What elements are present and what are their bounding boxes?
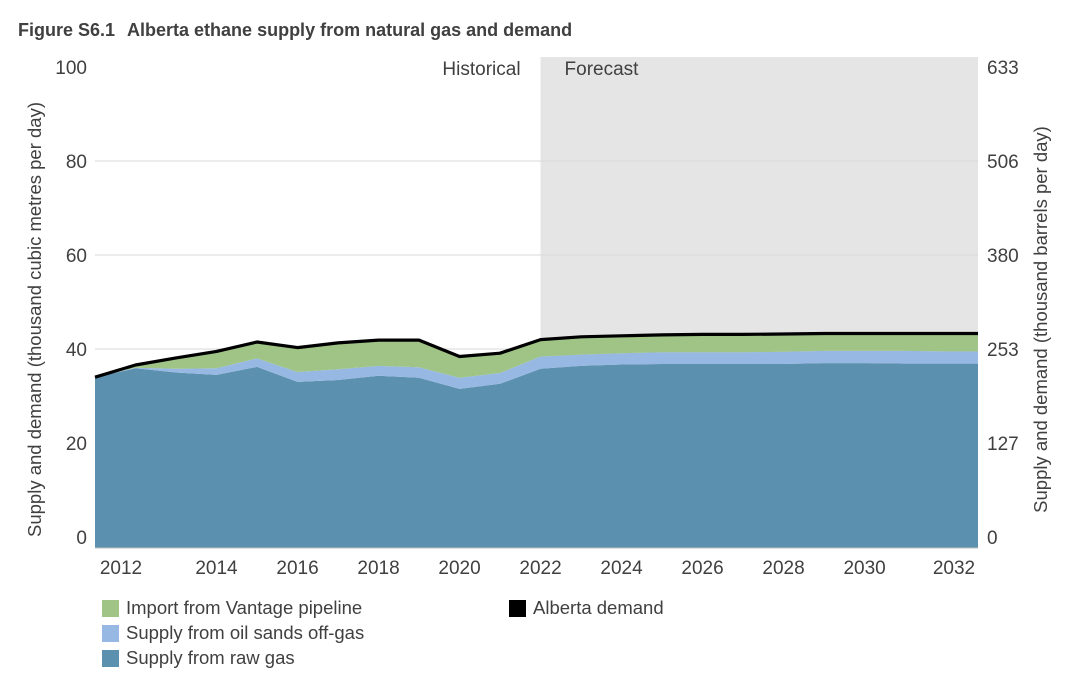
area-series-layer [95, 333, 978, 548]
x-tick-2032: 2032 [933, 558, 975, 579]
x-tick-2030: 2030 [843, 558, 885, 579]
legend-item-raw-gas: Supply from raw gas [102, 647, 295, 669]
x-tick-2016: 2016 [276, 558, 318, 579]
x-tick-2020: 2020 [438, 558, 480, 579]
y-tick-right-506: 506 [987, 152, 1019, 173]
figure-title: Figure S6.1 Alberta ethane supply from na… [18, 20, 572, 41]
y-axis-title-right: Supply and demand (thousand barrels per … [1030, 126, 1051, 513]
x-tick-2024: 2024 [600, 558, 643, 579]
legend-swatch-demand [509, 599, 526, 617]
x-tick-2018: 2018 [357, 558, 399, 579]
series-line-alberta-demand [94, 331, 978, 379]
legend-item-vantage: Import from Vantage pipeline [102, 597, 362, 619]
legend-label-raw-gas: Supply from raw gas [126, 647, 295, 668]
legend-label-vantage: Import from Vantage pipeline [126, 597, 363, 618]
region-label-forecast: Forecast [565, 59, 640, 80]
x-tick-2014: 2014 [195, 558, 238, 579]
legend-item-demand: Alberta demand [509, 597, 664, 619]
figure-label: Figure S6.1 [18, 20, 116, 40]
legend-label-demand: Alberta demand [533, 597, 664, 618]
x-tick-2022: 2022 [519, 558, 561, 579]
y-tick-left-60: 60 [66, 246, 87, 267]
area-oil-sands [95, 350, 978, 389]
axes: Historical Forecast 100 80 60 40 20 0 633 506 380 2… [24, 58, 1051, 579]
y-tick-right-0: 0 [987, 528, 998, 549]
area-raw-gas [95, 363, 978, 548]
x-tick-2012: 2012 [100, 558, 142, 579]
y-tick-right-380: 380 [987, 246, 1019, 267]
legend-label-oil-sands: Supply from oil sands off-gas [126, 622, 365, 643]
y-tick-left-20: 20 [66, 434, 87, 455]
y-tick-left-80: 80 [66, 152, 87, 173]
x-tick-2026: 2026 [681, 558, 723, 579]
legend-swatch-raw-gas [102, 649, 119, 667]
legend-swatch-vantage [102, 599, 119, 617]
y-tick-right-633: 633 [987, 58, 1019, 79]
figure-title-text: Alberta ethane supply from natural gas a… [127, 20, 573, 40]
y-tick-left-100: 100 [55, 58, 87, 79]
legend-item-oil-sands: Supply from oil sands off-gas [102, 622, 364, 644]
y-tick-left-0: 0 [76, 528, 87, 549]
y-axis-title-left: Supply and demand (thousand cubic metres… [24, 102, 45, 537]
region-label-historical: Historical [442, 59, 520, 80]
x-tick-2028: 2028 [762, 558, 804, 579]
y-tick-left-40: 40 [66, 340, 87, 361]
legend-swatch-oil-sands [102, 624, 119, 642]
y-tick-right-253: 253 [987, 340, 1019, 361]
demand-line-layer [94, 331, 978, 379]
y-tick-right-127: 127 [987, 434, 1019, 455]
area-vantage [95, 333, 978, 378]
